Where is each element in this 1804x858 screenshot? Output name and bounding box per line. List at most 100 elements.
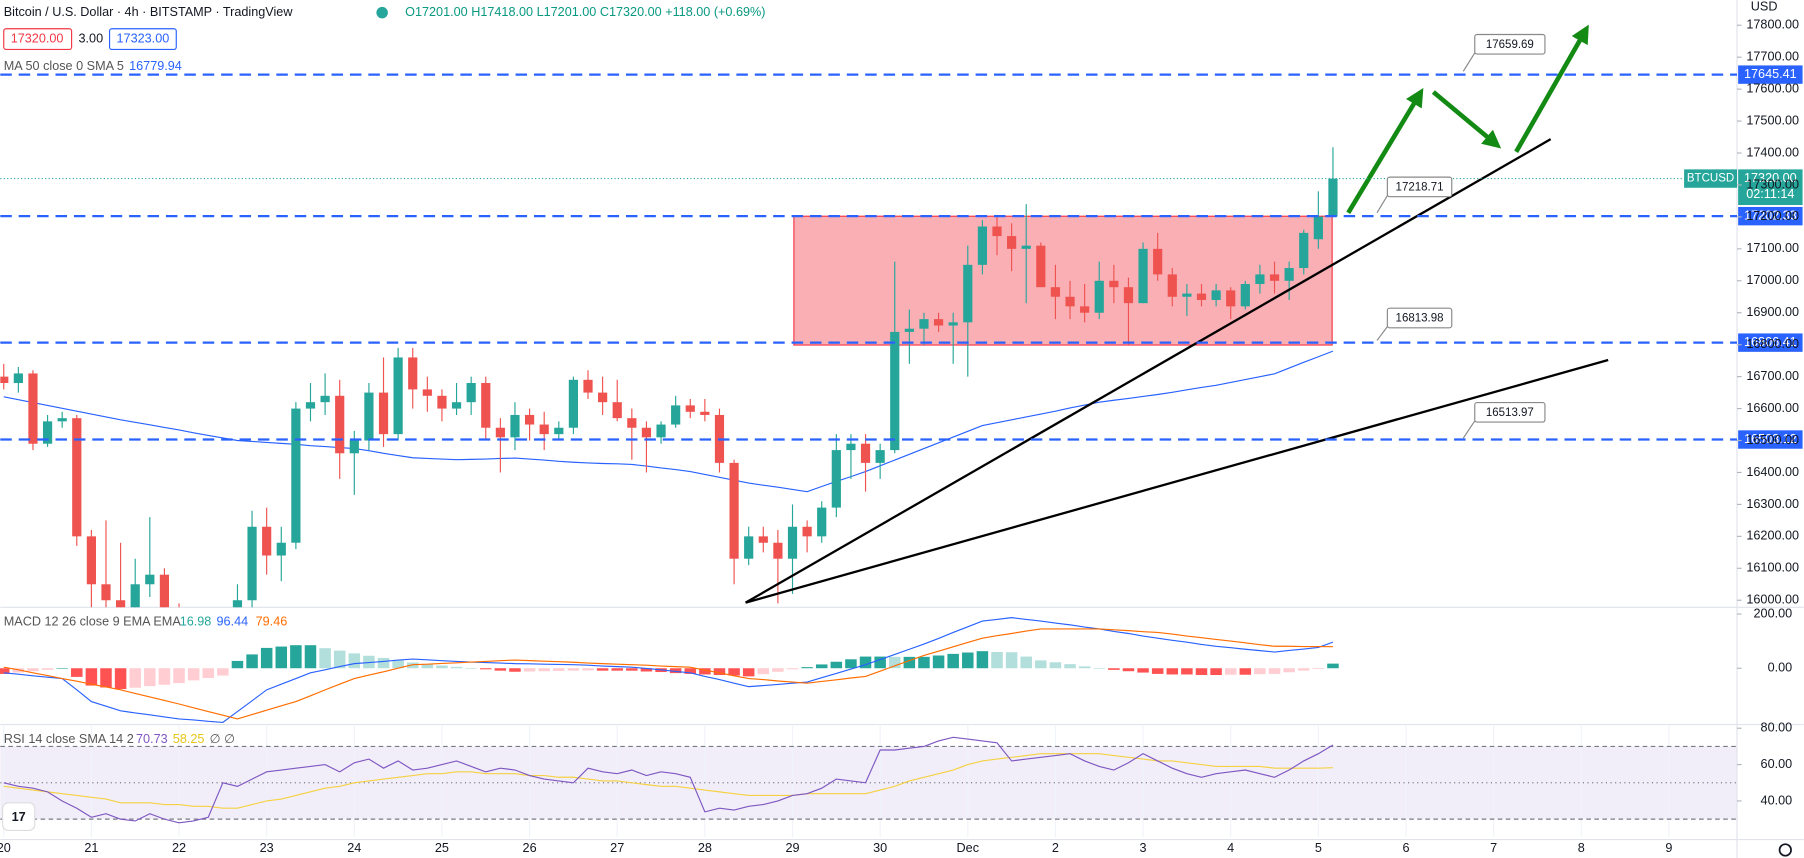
macd-histogram-bar (509, 668, 521, 672)
macd-histogram-bar (859, 656, 872, 669)
y-tick-label: 16200.00 (1746, 529, 1799, 543)
callout-box (1474, 401, 1546, 423)
macd-histogram-bar (1254, 668, 1266, 675)
candle-body (700, 411, 710, 415)
candle-body (612, 402, 622, 419)
candle-body (437, 395, 447, 409)
callout-label: 17659.69 (1486, 39, 1534, 51)
candle-body (948, 322, 958, 326)
macd-value: 96.44 (217, 615, 249, 629)
macd-histogram-bar (27, 668, 39, 672)
y-tick-label: 16500.00 (1746, 433, 1799, 447)
candle-body (933, 319, 944, 326)
candle-body (773, 542, 783, 559)
x-tick-label: 9 (1665, 841, 1672, 855)
indicator-panes (0, 617, 1737, 838)
x-tick-label: 8 (1578, 841, 1585, 855)
macd-histogram-bar (114, 668, 127, 690)
macd-histogram-bar (56, 668, 68, 669)
candle-body (510, 414, 520, 438)
macd-histogram-bar (699, 668, 711, 675)
macd-histogram-bar (158, 668, 171, 685)
candle-body (831, 450, 841, 508)
macd-hist-value: 16.98 (180, 615, 212, 629)
candle-body (627, 418, 637, 428)
macd-histogram-bar (100, 668, 112, 688)
macd-histogram-bar (713, 668, 726, 676)
candle-body (641, 427, 652, 438)
last-price-box (1738, 169, 1803, 206)
macd-histogram-bar (889, 656, 901, 669)
candle-body (335, 395, 345, 454)
currency: USD (1751, 0, 1778, 13)
macd-histogram-bar (480, 668, 492, 670)
macd-histogram-bar (1078, 666, 1091, 669)
candle-body (393, 357, 403, 435)
candle-body (1196, 293, 1207, 300)
level-label: 17645.41 (1744, 67, 1797, 81)
candle-body (919, 319, 929, 329)
macd-tick-label: 200.00 (1754, 606, 1793, 620)
macd-histogram-bar (1035, 660, 1047, 669)
x-tick-label: 30 (873, 841, 887, 855)
x-tick-label: 26 (523, 841, 537, 855)
candle-body (977, 226, 987, 265)
macd-histogram-bar (830, 661, 843, 669)
candle-body (320, 395, 330, 403)
macd-histogram-bar (1297, 668, 1310, 671)
candle-body (1182, 293, 1192, 297)
macd-histogram-bar (187, 668, 200, 681)
macd-histogram-bar (71, 668, 83, 677)
candle-body (466, 383, 476, 403)
macd-histogram-bar (553, 668, 565, 671)
macd-histogram-bar (626, 668, 638, 671)
callout-box (1386, 307, 1453, 329)
macd-histogram-bar (728, 668, 740, 676)
x-tick-label: 20 (0, 841, 11, 855)
candle-body (13, 373, 23, 384)
candle-body (1284, 268, 1294, 281)
candle-body (787, 526, 798, 559)
y-tick-label: 16800.00 (1746, 337, 1799, 351)
y-tick-label: 16100.00 (1746, 561, 1799, 575)
x-tick-label: 24 (347, 841, 361, 855)
overlay: 17645.41 17202.33 16806.41 16503.12 BTCUSD 17… (0, 33, 1803, 449)
macd-histogram-bar (144, 668, 156, 687)
trend-line (745, 138, 1552, 604)
macd-histogram-bar (1166, 668, 1179, 675)
candle-body (1153, 248, 1163, 275)
macd-histogram-bar (406, 662, 419, 669)
macd-histogram-bar (363, 655, 375, 669)
ma-legend: MA 50 close 0 SMA 5 (4, 59, 124, 73)
level-label-box (1738, 430, 1803, 449)
candle-body (524, 414, 535, 425)
candle-body (159, 574, 170, 608)
macd-histogram-bar (41, 668, 54, 670)
candle-body (685, 405, 695, 412)
trend-line (745, 358, 1609, 604)
level-label: 16503.12 (1744, 432, 1797, 446)
candle-body (42, 421, 53, 444)
ohlc: O17201.00 H17418.00 L17201.00 C17320.00 … (405, 5, 765, 19)
signal-line (3, 628, 1333, 720)
candle-body (671, 405, 681, 425)
macd-histogram-bar (640, 668, 653, 672)
macd-histogram-bar (129, 668, 141, 688)
candle-body (145, 574, 155, 585)
y-tick-label: 17500.00 (1746, 113, 1799, 127)
candle-body (72, 418, 82, 537)
macd-histogram-bar (231, 660, 244, 669)
candle-body (262, 526, 272, 556)
macd-histogram-bar (1327, 663, 1339, 669)
y-tick-label: 16300.00 (1746, 497, 1799, 511)
y-tick-label: 17800.00 (1746, 18, 1799, 32)
y-tick-label: 17000.00 (1746, 273, 1799, 287)
macd-histogram-bar (845, 659, 857, 669)
rsi-sma-value: 58.25 (173, 732, 205, 746)
level-label: 17202.33 (1744, 209, 1797, 223)
x-tick-label: 29 (785, 841, 799, 855)
x-tick-label: 25 (435, 841, 449, 855)
macd-histogram-bar (377, 657, 390, 669)
settings-gear[interactable] (1778, 843, 1792, 857)
